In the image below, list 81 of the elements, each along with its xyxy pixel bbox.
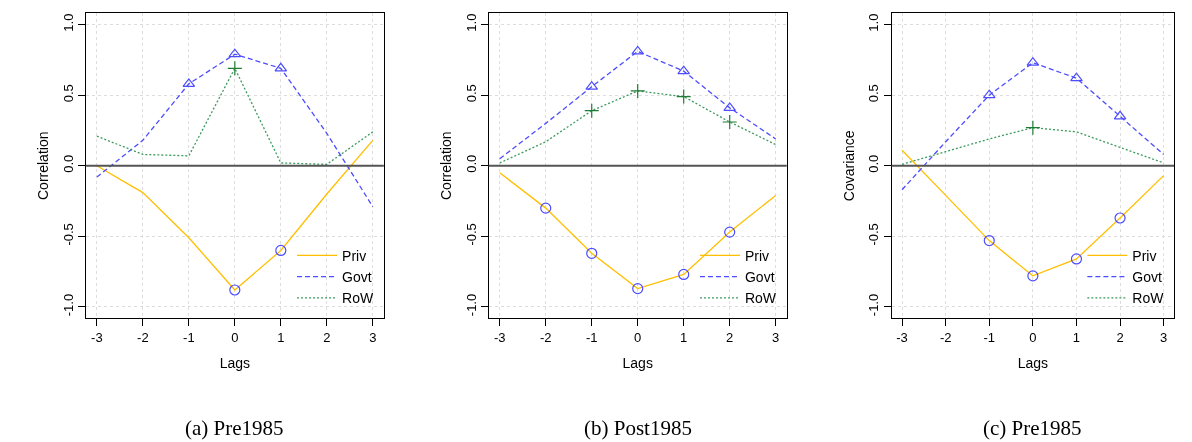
x-tick-label: -2 xyxy=(539,329,552,345)
x-tick-label: 0 xyxy=(231,329,239,345)
x-tick-label: -3 xyxy=(493,329,506,345)
legend-label: Govt xyxy=(1132,269,1163,286)
line-series xyxy=(96,67,374,165)
text: (a) Pre1985 xyxy=(185,416,284,440)
y-axis-title: Correlation xyxy=(35,131,52,200)
y-tick-label: -0.5 xyxy=(463,223,479,246)
legend-label: Priv xyxy=(1132,247,1157,264)
point xyxy=(722,114,738,130)
line-series xyxy=(901,126,1165,165)
x-tick-label: 3 xyxy=(1160,329,1168,345)
x-tick-label: 1 xyxy=(277,329,285,345)
point xyxy=(724,226,736,238)
x-tick-label: 0 xyxy=(1029,329,1037,345)
y-tick-label: 1.0 xyxy=(463,13,479,32)
y-tick-label: -0.5 xyxy=(866,223,882,246)
point xyxy=(540,202,552,214)
legend-label: Govt xyxy=(744,269,775,286)
text: (b) Post1985 xyxy=(584,416,692,440)
point xyxy=(584,103,600,119)
y-axis-title: Covariance xyxy=(841,130,858,202)
point xyxy=(275,244,287,257)
point xyxy=(678,268,690,281)
point xyxy=(1070,253,1083,265)
x-tick-label: 0 xyxy=(634,329,642,345)
legend-label: RoW xyxy=(1132,290,1165,307)
legend-label: Priv xyxy=(744,247,770,264)
x-tick-label: 1 xyxy=(1072,329,1081,345)
point xyxy=(274,62,288,72)
x-tick-label: 2 xyxy=(726,329,734,345)
y-tick-label: 1.0 xyxy=(60,13,76,32)
y-tick-label: -1.0 xyxy=(60,293,76,317)
y-tick-label: 0.0 xyxy=(60,154,76,173)
y-tick-label: 0.5 xyxy=(60,84,76,103)
x-tick-label: 2 xyxy=(323,329,331,345)
x-tick-label: -1 xyxy=(983,329,996,345)
point xyxy=(677,65,691,75)
point xyxy=(228,48,242,58)
point xyxy=(982,89,996,99)
x-tick-label: -1 xyxy=(183,329,195,345)
point xyxy=(631,45,645,55)
point xyxy=(1025,120,1041,136)
y-tick-label: -1.0 xyxy=(463,293,479,317)
point xyxy=(983,234,995,247)
point xyxy=(1113,110,1127,120)
x-tick-label: -1 xyxy=(585,329,598,345)
y-tick-label: 1.0 xyxy=(866,13,882,32)
x-tick-label: 3 xyxy=(772,329,780,345)
x-tick-label: -3 xyxy=(896,329,908,345)
y-tick-label: 0.5 xyxy=(463,84,479,103)
x-axis-title: Lags xyxy=(622,355,653,372)
x-tick-label: -3 xyxy=(91,329,103,345)
legend-label: Govt xyxy=(342,269,372,286)
point xyxy=(227,60,243,76)
x-axis-title: Lags xyxy=(1017,355,1049,372)
point xyxy=(630,83,646,99)
x-tick-label: 3 xyxy=(369,329,377,345)
point xyxy=(1070,72,1083,82)
point xyxy=(632,282,644,295)
x-tick-label: -2 xyxy=(939,329,952,345)
point xyxy=(1114,212,1126,224)
legend-label: RoW xyxy=(744,290,777,307)
text: (c) Pre1985 xyxy=(983,416,1082,440)
legend-label: RoW xyxy=(342,290,374,307)
y-tick-label: 0.0 xyxy=(463,154,479,173)
y-tick-label: 0.5 xyxy=(866,84,882,103)
y-axis-title: Correlation xyxy=(438,131,455,200)
y-tick-label: -1.0 xyxy=(866,293,882,317)
line-series xyxy=(499,90,777,164)
point xyxy=(1027,270,1039,282)
x-tick-label: 1 xyxy=(680,329,688,345)
point xyxy=(586,247,598,259)
y-tick-label: -0.5 xyxy=(60,223,76,246)
point xyxy=(676,88,692,105)
x-axis-title: Lags xyxy=(219,355,250,372)
x-tick-label: 2 xyxy=(1116,329,1124,345)
point xyxy=(229,284,241,296)
legend-label: Priv xyxy=(342,247,367,264)
y-tick-label: 0.0 xyxy=(866,154,882,173)
x-tick-label: -2 xyxy=(137,329,149,345)
